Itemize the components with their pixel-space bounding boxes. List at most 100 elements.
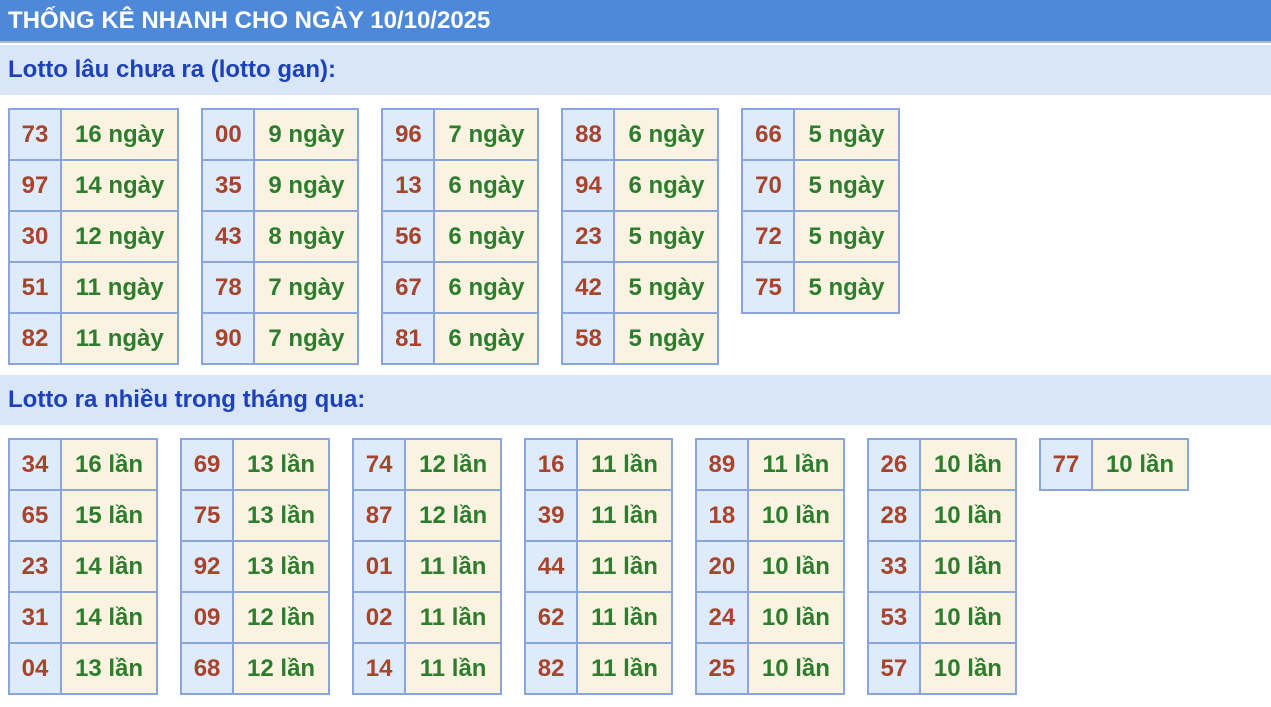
table-row: 53 10 lần [866, 591, 1017, 644]
table-row: 66 5 ngày [741, 108, 900, 161]
lotto-number-cell: 42 [561, 261, 616, 314]
lotto-count-cell: 6 ngày [433, 261, 540, 314]
lotto-table: 66 5 ngày 70 5 ngày 72 5 ngày 75 5 ngày [741, 108, 900, 314]
lotto-count-cell: 10 lần [746, 489, 845, 542]
table-row: 44 11 lần [524, 540, 673, 593]
lotto-count-cell: 12 lần [404, 489, 503, 542]
lotto-count-cell: 11 lần [576, 438, 673, 491]
lotto-count-cell: 7 ngày [253, 312, 360, 365]
lotto-number-cell: 20 [694, 540, 749, 593]
lotto-number-cell: 51 [8, 261, 62, 314]
lotto-number-cell: 26 [866, 438, 921, 491]
lotto-table: 89 11 lần 18 10 lần 20 10 lần 24 10 lần 25 10 lần [694, 438, 845, 695]
table-row: 20 10 lần [694, 540, 845, 593]
lotto-count-cell: 9 ngày [253, 159, 360, 212]
lotto-number-cell: 31 [8, 591, 62, 644]
table-row: 65 15 lần [8, 489, 159, 542]
lotto-number-cell: 14 [352, 642, 407, 695]
table-row: 23 5 ngày [561, 210, 720, 263]
table-row: 77 10 lần [1038, 438, 1190, 491]
lotto-number-cell: 88 [561, 108, 616, 161]
table-row: 42 5 ngày [561, 261, 720, 314]
lotto-count-cell: 16 ngày [59, 108, 180, 161]
lotto-number-cell: 44 [524, 540, 579, 593]
lotto-count-cell: 11 lần [576, 642, 673, 695]
lotto-count-cell: 5 ngày [793, 210, 900, 263]
table-row: 74 12 lần [352, 438, 503, 491]
sections-container: Lotto lâu chưa ra (lotto gan): 73 16 ngày 9… [0, 45, 1271, 695]
lotto-number-cell: 33 [866, 540, 921, 593]
lotto-number-cell: 72 [741, 210, 796, 263]
lotto-count-cell: 6 ngày [433, 312, 540, 365]
lotto-count-cell: 12 ngày [59, 210, 180, 263]
lotto-number-cell: 39 [524, 489, 579, 542]
table-row: 30 12 ngày [8, 210, 180, 263]
table-row: 58 5 ngày [561, 312, 720, 365]
lotto-count-cell: 11 lần [576, 540, 673, 593]
lotto-count-cell: 6 ngày [433, 210, 540, 263]
lotto-count-cell: 14 ngày [59, 159, 180, 212]
lotto-number-cell: 35 [201, 159, 256, 212]
lotto-number-cell: 56 [381, 210, 436, 263]
lotto-count-cell: 6 ngày [613, 159, 720, 212]
lotto-number-cell: 94 [561, 159, 616, 212]
table-row: 78 7 ngày [201, 261, 360, 314]
lotto-count-cell: 11 ngày [59, 261, 180, 314]
lotto-count-cell: 5 ngày [793, 159, 900, 212]
lotto-count-cell: 5 ngày [793, 108, 900, 161]
lotto-number-cell: 13 [381, 159, 436, 212]
table-row: 23 14 lần [8, 540, 159, 593]
table-row: 57 10 lần [866, 642, 1017, 695]
lotto-tables-row: 73 16 ngày 97 14 ngày 30 12 ngày 51 11 ngày 82 11… [8, 108, 1263, 365]
section-heading: Lotto ra nhiều trong tháng qua: [0, 375, 1271, 425]
table-row: 69 13 lần [180, 438, 331, 491]
table-row: 28 10 lần [866, 489, 1017, 542]
table-row: 01 11 lần [352, 540, 503, 593]
lotto-count-cell: 15 lần [59, 489, 159, 542]
table-row: 73 16 ngày [8, 108, 180, 161]
lotto-count-cell: 5 ngày [793, 261, 900, 314]
lotto-number-cell: 82 [524, 642, 579, 695]
table-row: 26 10 lần [866, 438, 1017, 491]
table-row: 56 6 ngày [381, 210, 540, 263]
table-row: 24 10 lần [694, 591, 845, 644]
lotto-table: 26 10 lần 28 10 lần 33 10 lần 53 10 lần 57 10 lần [866, 438, 1017, 695]
lotto-count-cell: 13 lần [232, 489, 331, 542]
lotto-count-cell: 11 lần [746, 438, 845, 491]
lotto-count-cell: 10 lần [918, 489, 1017, 542]
lotto-number-cell: 34 [8, 438, 62, 491]
table-row: 33 10 lần [866, 540, 1017, 593]
lotto-number-cell: 74 [352, 438, 407, 491]
lotto-count-cell: 14 lần [59, 591, 159, 644]
table-row: 72 5 ngày [741, 210, 900, 263]
lotto-number-cell: 90 [201, 312, 256, 365]
lotto-number-cell: 23 [561, 210, 616, 263]
lotto-number-cell: 69 [180, 438, 235, 491]
lotto-count-cell: 12 lần [232, 591, 331, 644]
lotto-count-cell: 10 lần [746, 591, 845, 644]
table-row: 88 6 ngày [561, 108, 720, 161]
stats-section: Lotto ra nhiều trong tháng qua: 34 16 lần 6… [0, 375, 1271, 695]
table-row: 75 5 ngày [741, 261, 900, 314]
table-row: 67 6 ngày [381, 261, 540, 314]
lotto-number-cell: 75 [180, 489, 235, 542]
lotto-count-cell: 8 ngày [253, 210, 360, 263]
lotto-count-cell: 10 lần [918, 642, 1017, 695]
table-row: 96 7 ngày [381, 108, 540, 161]
table-row: 51 11 ngày [8, 261, 180, 314]
table-row: 00 9 ngày [201, 108, 360, 161]
table-row: 43 8 ngày [201, 210, 360, 263]
table-row: 87 12 lần [352, 489, 503, 542]
lotto-number-cell: 30 [8, 210, 62, 263]
table-row: 90 7 ngày [201, 312, 360, 365]
table-row: 35 9 ngày [201, 159, 360, 212]
lotto-number-cell: 81 [381, 312, 436, 365]
lotto-number-cell: 68 [180, 642, 235, 695]
lotto-count-cell: 6 ngày [433, 159, 540, 212]
lotto-count-cell: 12 lần [404, 438, 503, 491]
lotto-count-cell: 10 lần [918, 591, 1017, 644]
lotto-number-cell: 67 [381, 261, 436, 314]
lotto-number-cell: 23 [8, 540, 62, 593]
table-row: 25 10 lần [694, 642, 845, 695]
lotto-count-cell: 7 ngày [253, 261, 360, 314]
